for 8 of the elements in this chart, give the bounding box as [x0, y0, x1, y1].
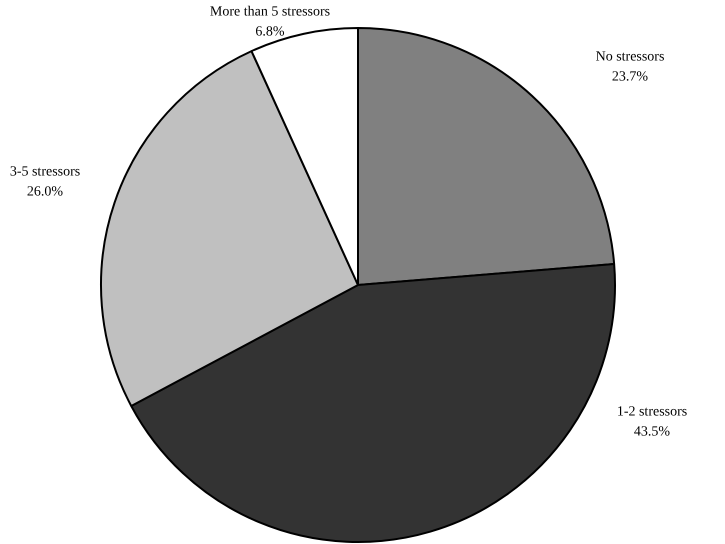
slice-label: 3-5 stressors	[10, 164, 80, 180]
data-label: 6.8%	[255, 24, 285, 40]
slice-label: More than 5 stressors	[210, 4, 330, 20]
data-label: 23.7%	[612, 70, 648, 85]
data-label: 26.0%	[26, 184, 64, 200]
slice-label: No stressors	[596, 50, 664, 65]
slice-label: 1-2 stressors	[616, 404, 688, 420]
data-label: 43.5%	[634, 424, 670, 440]
